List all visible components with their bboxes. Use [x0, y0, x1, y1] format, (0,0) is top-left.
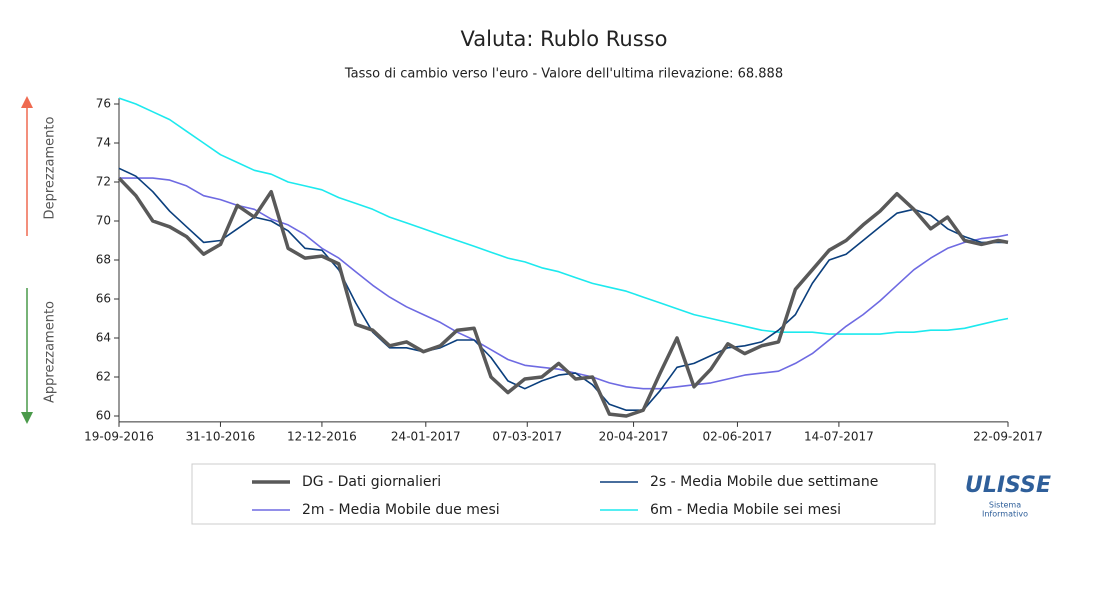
legend-label: 2s - Media Mobile due settimane	[650, 474, 878, 490]
series-line	[118, 167, 1008, 411]
x-tick-label: 02-06-2017	[703, 429, 773, 443]
x-tick-label: 20-04-2017	[599, 429, 669, 443]
series-line	[119, 177, 1009, 390]
y-tick-label: 66	[96, 292, 111, 306]
x-tick-label: 19-09-2016	[84, 429, 154, 443]
y-tick-label: 76	[96, 97, 111, 111]
y-tick-label: 70	[96, 214, 111, 228]
x-tick-label: 24-01-2017	[391, 429, 461, 443]
logo-text: Informativo	[982, 510, 1028, 519]
y-tick-label: 72	[96, 175, 111, 189]
x-tick-label: 07-03-2017	[492, 429, 562, 443]
y-tick-label: 74	[96, 136, 111, 150]
side-label: Deprezzamento	[43, 117, 58, 220]
legend-label: 2m - Media Mobile due mesi	[302, 502, 500, 518]
chart-title: Valuta: Rublo Russo	[461, 27, 668, 51]
legend-box	[191, 463, 936, 525]
y-tick-label: 60	[96, 409, 111, 423]
series-line	[118, 97, 1009, 335]
legend-label: 6m - Media Mobile sei mesi	[650, 502, 841, 518]
series-line	[117, 176, 1009, 418]
x-tick-label: 22-09-2017	[973, 429, 1043, 443]
x-tick-label: 31-10-2016	[186, 429, 256, 443]
logo-text: Sistema	[989, 501, 1021, 510]
y-tick-label: 64	[96, 331, 111, 345]
x-tick-label: 12-12-2016	[287, 429, 357, 443]
legend-label: DG - Dati giornalieri	[302, 474, 441, 490]
x-tick-label: 14-07-2017	[804, 429, 874, 443]
y-tick-label: 62	[96, 370, 111, 384]
chart-subtitle: Tasso di cambio verso l'euro - Valore de…	[344, 67, 783, 82]
y-tick-label: 68	[96, 253, 111, 267]
logo-name: ULISSE	[965, 473, 1051, 498]
side-label: Apprezzamento	[43, 301, 58, 403]
